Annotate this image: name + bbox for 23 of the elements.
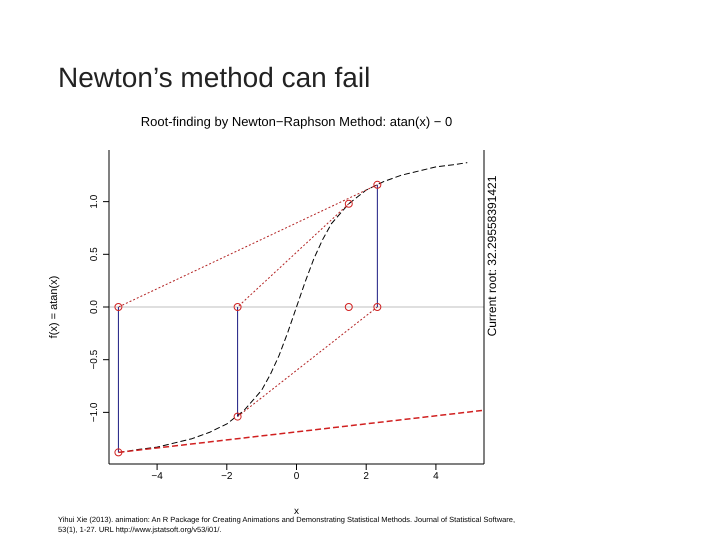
point xyxy=(234,303,242,311)
y-tick-label: −1.0 xyxy=(89,402,100,422)
y-tick-label: 0.0 xyxy=(89,300,100,314)
y-axis-title: f(x) = atan(x) xyxy=(48,276,60,338)
chart-title: Newton’s method can fail xyxy=(58,62,370,94)
y-tick-label: 1.0 xyxy=(89,194,100,209)
x-tick-label: 2 xyxy=(363,471,370,482)
point xyxy=(344,303,353,311)
point xyxy=(114,448,122,456)
y-tick-label: 0.5 xyxy=(89,246,100,262)
text: Current root: 32.29558391421 xyxy=(484,174,500,338)
x-tick-label: −4 xyxy=(151,471,164,482)
x-tick-label: 0 xyxy=(294,471,300,482)
point xyxy=(373,180,382,189)
point xyxy=(344,200,353,208)
point xyxy=(373,303,382,311)
y-tick-label: −0.5 xyxy=(89,349,100,370)
x-tick-label: −2 xyxy=(221,471,233,482)
x-tick-label: 4 xyxy=(433,471,440,482)
point xyxy=(114,303,122,311)
chart-subtitle: Root-finding by Newton−Raphson Method: atan(x) − 0 xyxy=(140,114,454,129)
x-axis-title: x xyxy=(294,506,299,517)
point xyxy=(234,412,242,421)
